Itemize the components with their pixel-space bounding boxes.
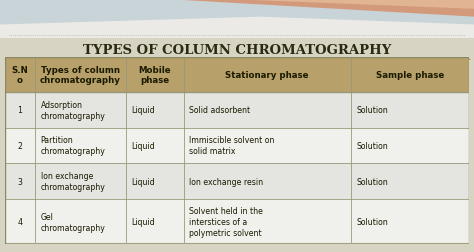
Text: TYPES OF COLUMN CHROMATOGRAPHY: TYPES OF COLUMN CHROMATOGRAPHY bbox=[83, 44, 391, 57]
Bar bbox=[5, 199, 469, 244]
Text: S.N
o: S.N o bbox=[11, 66, 28, 85]
Text: Stationary phase: Stationary phase bbox=[226, 71, 309, 80]
Text: Adsorption
chromatography: Adsorption chromatography bbox=[40, 100, 105, 120]
Text: Liquid: Liquid bbox=[131, 177, 155, 186]
Text: Immiscible solvent on
solid matrix: Immiscible solvent on solid matrix bbox=[189, 136, 274, 156]
Polygon shape bbox=[228, 0, 474, 10]
Text: Liquid: Liquid bbox=[131, 141, 155, 150]
Text: Gel
chromatography: Gel chromatography bbox=[40, 212, 105, 232]
Text: Solution: Solution bbox=[356, 106, 388, 115]
Text: 4: 4 bbox=[18, 217, 22, 226]
Text: Solution: Solution bbox=[356, 141, 388, 150]
Bar bbox=[5, 164, 469, 199]
Polygon shape bbox=[0, 18, 474, 39]
Text: Liquid: Liquid bbox=[131, 106, 155, 115]
Text: 1: 1 bbox=[18, 106, 22, 115]
Text: 3: 3 bbox=[18, 177, 22, 186]
Text: Ion exchange resin: Ion exchange resin bbox=[189, 177, 263, 186]
Bar bbox=[5, 58, 469, 92]
Text: Solution: Solution bbox=[356, 217, 388, 226]
Text: 2: 2 bbox=[18, 141, 22, 150]
Text: Types of column
chromatography: Types of column chromatography bbox=[40, 66, 121, 85]
Text: Solvent held in the
interstices of a
polymetric solvent: Solvent held in the interstices of a pol… bbox=[189, 206, 263, 237]
Text: Solution: Solution bbox=[356, 177, 388, 186]
Text: Ion exchange
chromatography: Ion exchange chromatography bbox=[40, 171, 105, 192]
Text: Sample phase: Sample phase bbox=[376, 71, 444, 80]
Text: Liquid: Liquid bbox=[131, 217, 155, 226]
Text: Solid adsorbent: Solid adsorbent bbox=[189, 106, 250, 115]
Polygon shape bbox=[166, 0, 474, 18]
Text: Partition
chromatography: Partition chromatography bbox=[40, 136, 105, 156]
Bar bbox=[5, 92, 469, 128]
Text: Mobile
phase: Mobile phase bbox=[138, 66, 171, 85]
Bar bbox=[5, 128, 469, 164]
